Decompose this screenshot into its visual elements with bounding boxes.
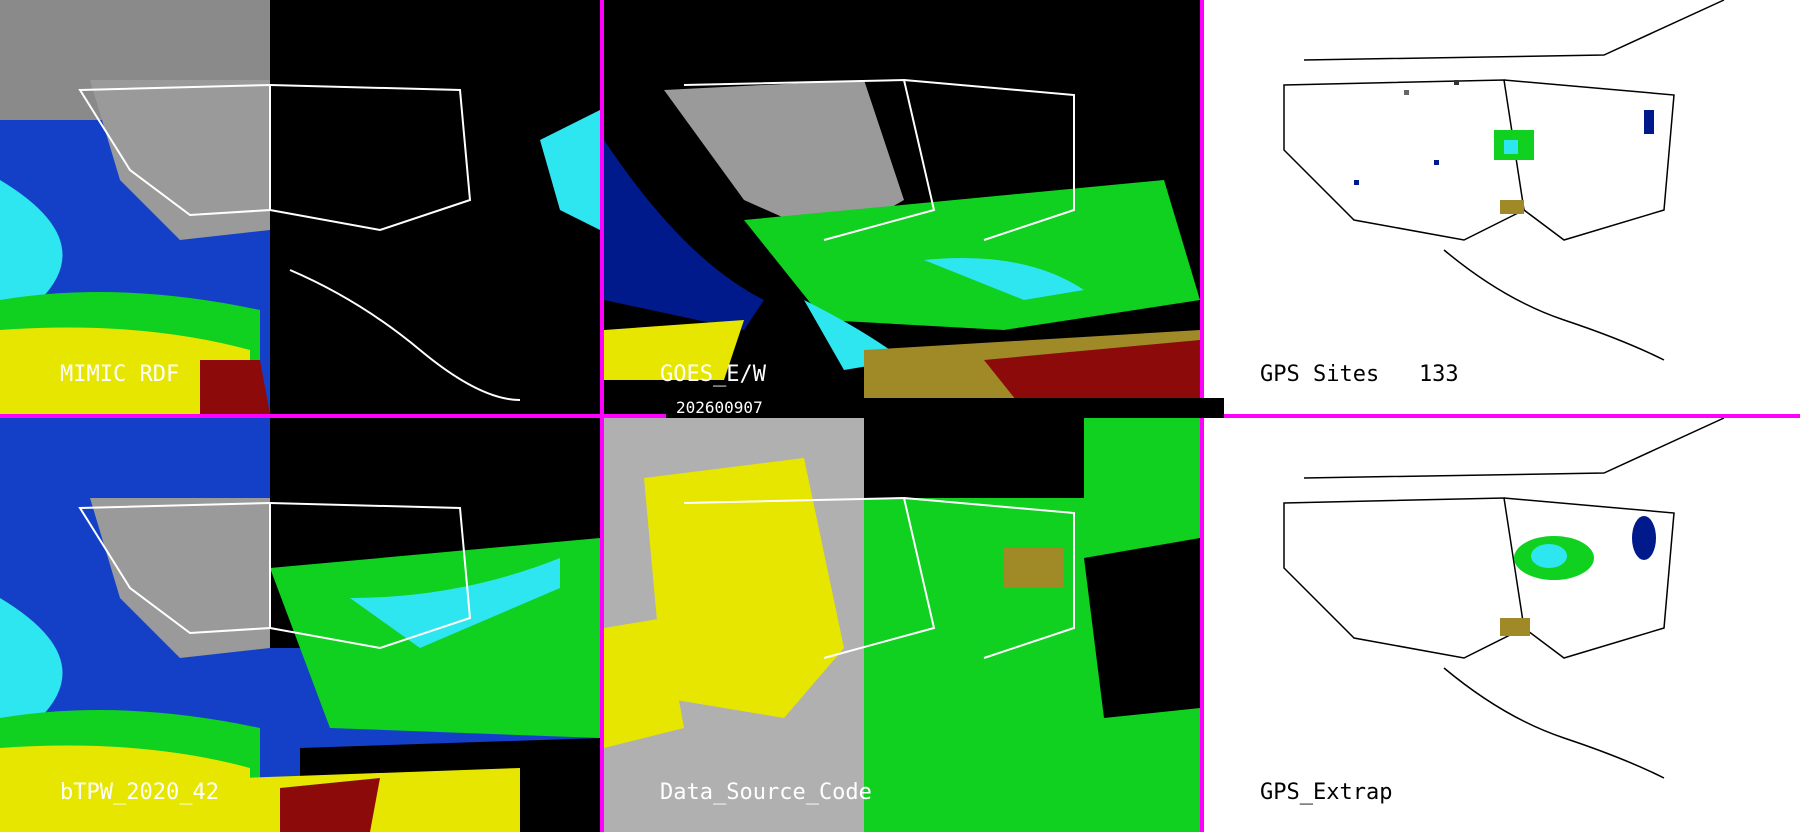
data-source-code-label: Data_Source_Code [660, 780, 872, 805]
btpw-panel: bTPW_2020_42 [0, 418, 600, 832]
goes-panel: GOES_E/W [604, 0, 1200, 414]
mimic-rdf-panel: MIMIC RDF [0, 0, 600, 414]
gps-sites-panel: GPS Sites 133 [1204, 0, 1800, 414]
gps-sites-map [1204, 0, 1800, 414]
btpw-map [0, 418, 600, 832]
gps-extrap-label: GPS_Extrap [1260, 780, 1393, 805]
data-source-code-map [604, 418, 1200, 832]
date-label: 202600907 [666, 398, 1224, 418]
gps-sites-label: GPS Sites 133 [1260, 362, 1459, 387]
mimic-rdf-map [0, 0, 600, 414]
btpw-label: bTPW_2020_42 [60, 780, 219, 805]
goes-label: GOES_E/W [660, 362, 766, 387]
gps-extrap-panel: GPS_Extrap [1204, 418, 1800, 832]
gps-extrap-map [1204, 418, 1800, 832]
mimic-rdf-label: MIMIC RDF [60, 362, 180, 387]
data-source-code-panel: Data_Source_Code [604, 418, 1200, 832]
goes-map [604, 0, 1200, 414]
vertical-divider-left [600, 0, 604, 832]
